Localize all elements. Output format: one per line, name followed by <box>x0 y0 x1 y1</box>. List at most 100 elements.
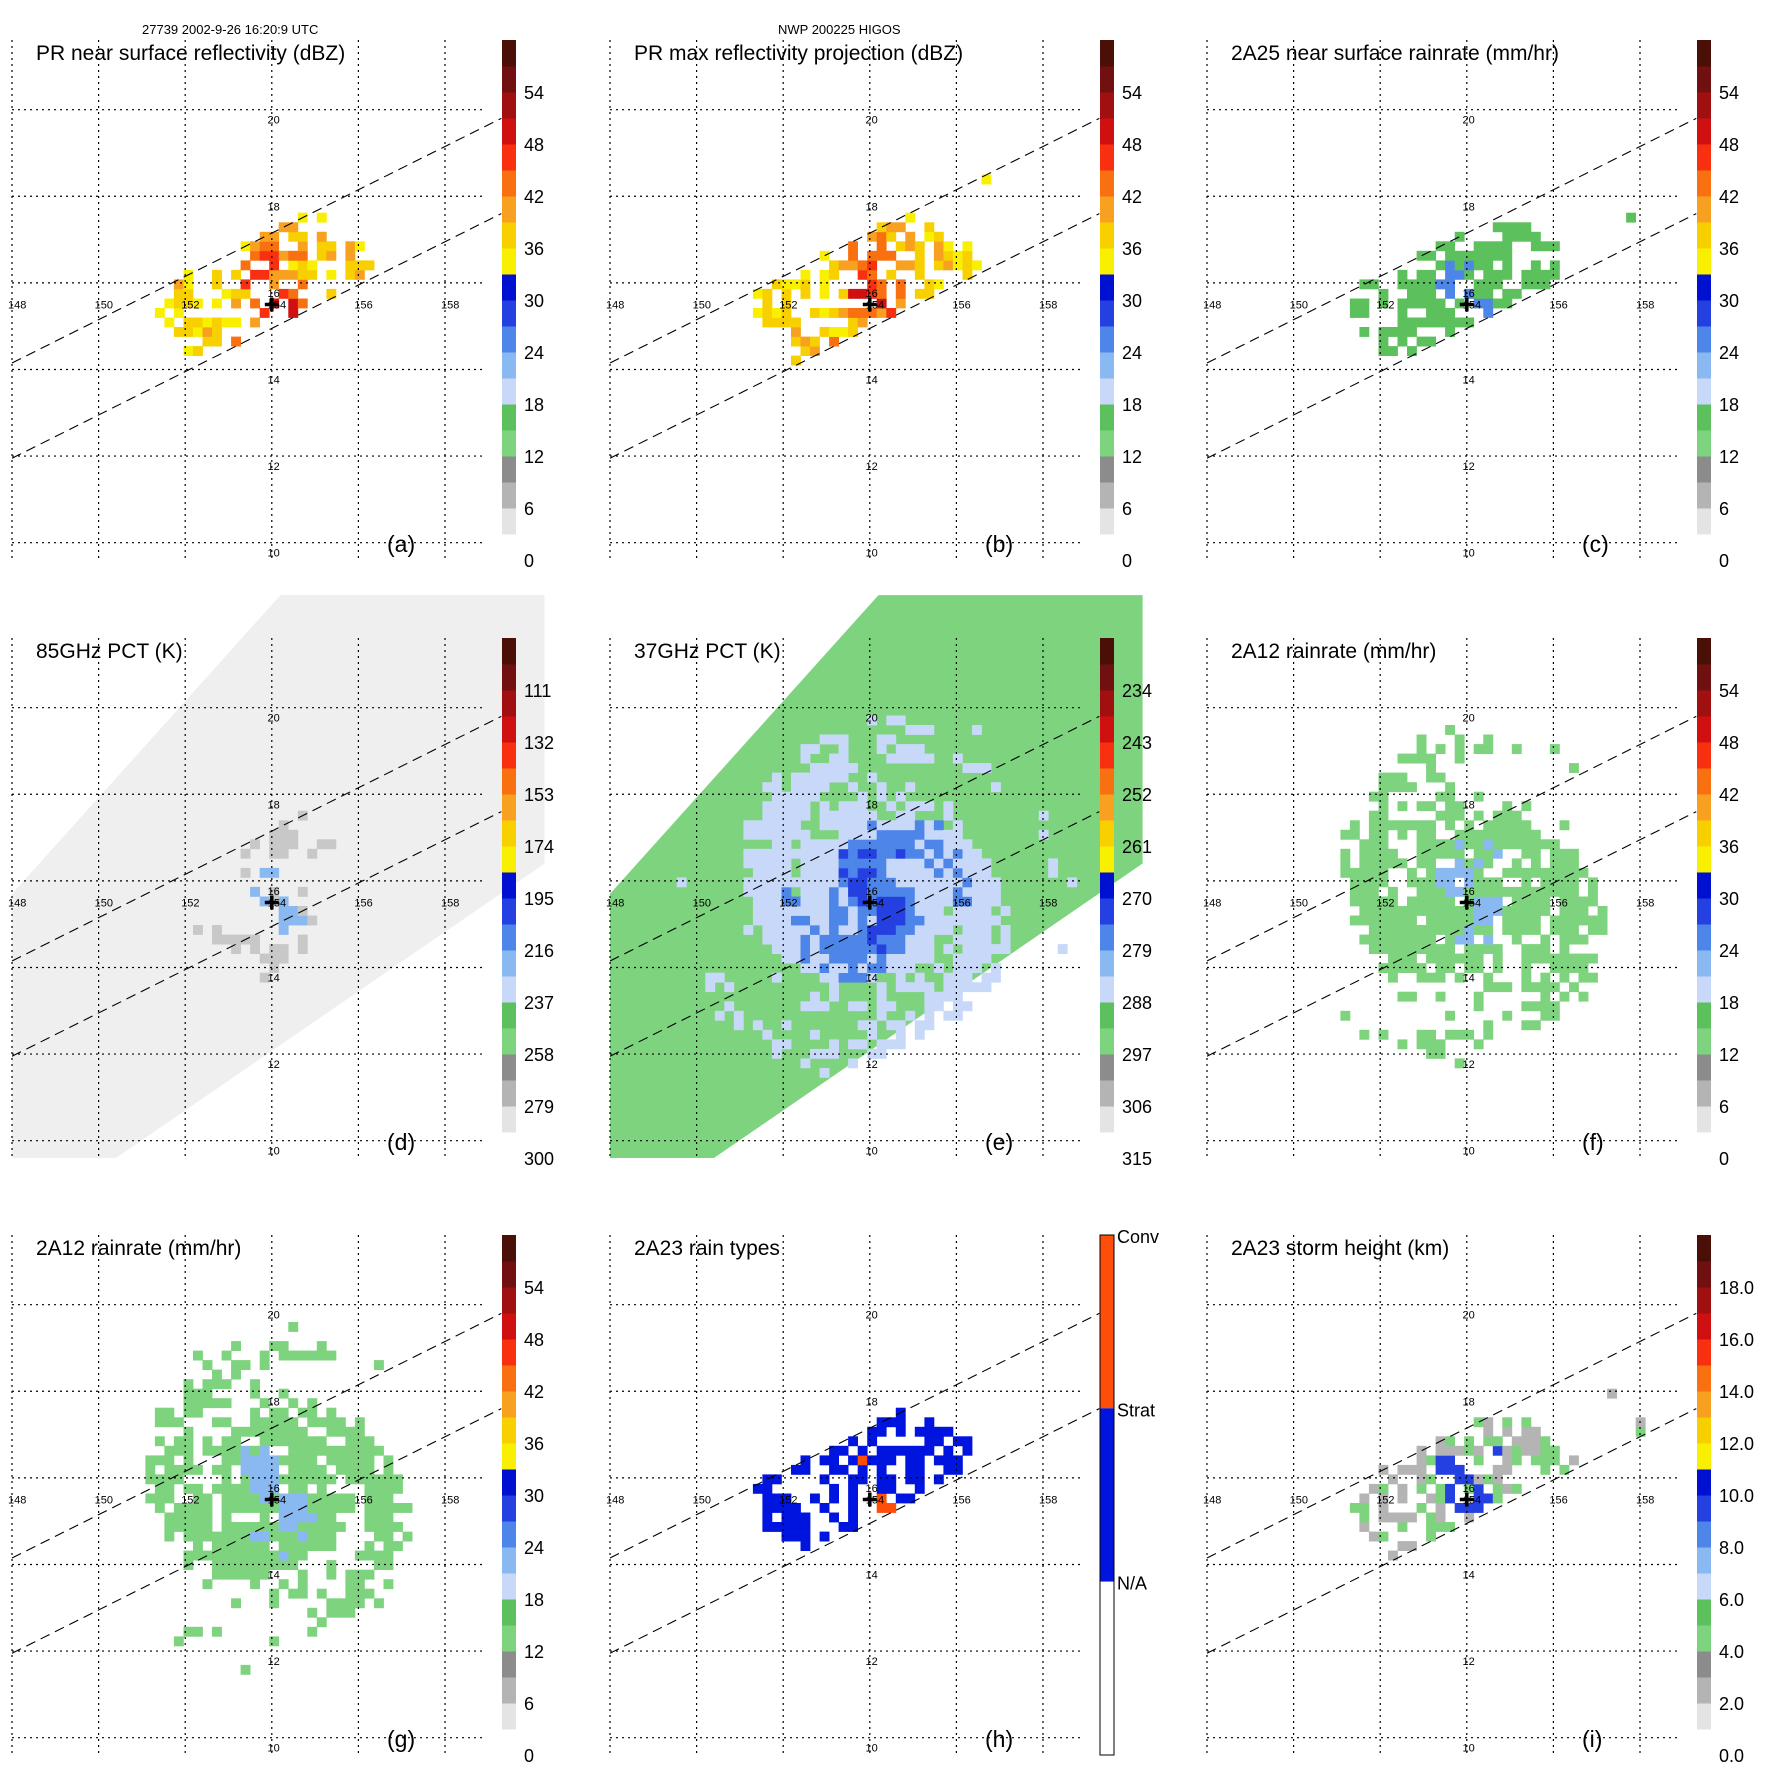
data-cell <box>1407 1464 1417 1475</box>
colorbar-swatch <box>502 534 516 561</box>
lon-tick-label: 156 <box>1549 300 1567 312</box>
data-cell <box>1378 288 1389 299</box>
data-cell <box>288 288 299 299</box>
lat-tick-label: 18 <box>865 201 877 213</box>
data-cell <box>791 848 801 859</box>
data-cell <box>1569 858 1579 869</box>
colorbar-swatch <box>1100 430 1114 457</box>
data-cell <box>1426 1493 1436 1504</box>
lat-tick-label: 16 <box>1462 288 1474 300</box>
data-cell <box>1397 317 1408 328</box>
data-cell <box>1349 915 1360 926</box>
lat-tick-label: 20 <box>865 115 877 127</box>
data-cell <box>1502 298 1513 309</box>
data-cell <box>278 222 289 233</box>
data-cell <box>924 877 935 888</box>
colorbar-label: 0.0 <box>1719 1746 1744 1766</box>
data-cell <box>848 1436 858 1447</box>
data-cell <box>943 1464 954 1475</box>
data-cell <box>791 317 801 328</box>
data-cell <box>288 1512 299 1523</box>
data-cell <box>145 1455 156 1466</box>
data-cell <box>810 925 820 935</box>
data-cell <box>1578 896 1589 907</box>
data-cell <box>1464 944 1475 954</box>
data-cell <box>705 982 716 993</box>
data-cell <box>829 906 839 916</box>
data-cell <box>354 1464 365 1475</box>
header-storm-info: NWP 200225 HIGOS <box>778 22 901 37</box>
data-cell <box>335 1493 346 1504</box>
data-cell <box>374 1503 384 1513</box>
data-cell <box>800 839 811 850</box>
data-cell <box>857 925 868 935</box>
data-cell <box>1000 934 1011 945</box>
colorbar-swatch <box>502 1443 516 1470</box>
data-cell <box>164 317 175 328</box>
colorbar-swatch <box>1100 1002 1114 1029</box>
colorbar-swatch <box>1100 92 1114 119</box>
data-cell <box>231 1598 241 1609</box>
data-cell <box>1407 288 1417 299</box>
data-cell <box>1483 915 1494 926</box>
data-cell <box>1549 269 1560 280</box>
colorbar-swatch <box>1100 456 1114 483</box>
data-cell <box>231 1360 241 1370</box>
data-cell <box>810 934 820 945</box>
lat-tick-label: 14 <box>267 1569 279 1581</box>
data-cell <box>771 279 782 290</box>
data-cell <box>316 1417 327 1428</box>
data-cell <box>857 1039 868 1050</box>
colorbar-frame <box>1099 1234 1115 1756</box>
data-cell <box>259 1426 270 1437</box>
data-cell <box>867 953 878 964</box>
data-cell <box>1416 896 1427 907</box>
data-cell <box>867 269 878 280</box>
data-cell <box>1378 1531 1389 1542</box>
data-cell <box>1473 1039 1484 1050</box>
data-cell <box>962 963 973 973</box>
data-cell <box>876 1010 887 1021</box>
data-cell <box>269 1436 280 1447</box>
data-cell <box>316 1341 327 1351</box>
lat-tick-label: 14 <box>267 374 279 386</box>
data-cell <box>1038 810 1049 821</box>
data-cell <box>819 269 830 280</box>
data-cell <box>316 1483 327 1494</box>
lat-tick-label: 12 <box>865 461 877 473</box>
data-cell <box>250 1493 260 1504</box>
data-cell <box>1416 925 1427 935</box>
data-cell <box>1502 1010 1513 1021</box>
data-cell <box>297 1541 308 1551</box>
data-cell <box>838 327 849 337</box>
data-cell <box>250 1474 260 1485</box>
colorbar-swatch <box>1697 1443 1711 1470</box>
data-cell <box>1445 308 1455 318</box>
data-cell <box>288 1541 299 1551</box>
data-cell <box>771 801 782 812</box>
swath-edge-line <box>609 117 1100 364</box>
data-cell <box>962 953 973 964</box>
data-cell <box>829 982 839 993</box>
data-cell <box>240 848 251 859</box>
colorbar-label: 279 <box>524 1097 554 1117</box>
data-cell <box>981 953 992 964</box>
data-cell <box>914 972 925 983</box>
lat-tick-label: 12 <box>267 461 279 473</box>
data-cell <box>1540 241 1551 252</box>
data-cell <box>1578 972 1589 983</box>
data-cell <box>838 734 849 745</box>
data-cell <box>393 1474 403 1485</box>
panel-i: 2A23 storm height (km)(i)148101501215214… <box>1203 1235 1754 1766</box>
data-cell <box>838 1522 849 1532</box>
colorbar-label: 6.0 <box>1719 1590 1744 1610</box>
data-cell <box>924 848 935 859</box>
data-cell <box>364 1464 375 1475</box>
data-cell <box>164 1512 175 1523</box>
data-cell <box>819 925 830 935</box>
colorbar-label: 0 <box>1719 551 1729 571</box>
data-cell <box>867 886 878 897</box>
colorbar-swatch <box>502 1677 516 1704</box>
data-cell <box>724 982 735 993</box>
lat-tick-label: 18 <box>267 1396 279 1408</box>
